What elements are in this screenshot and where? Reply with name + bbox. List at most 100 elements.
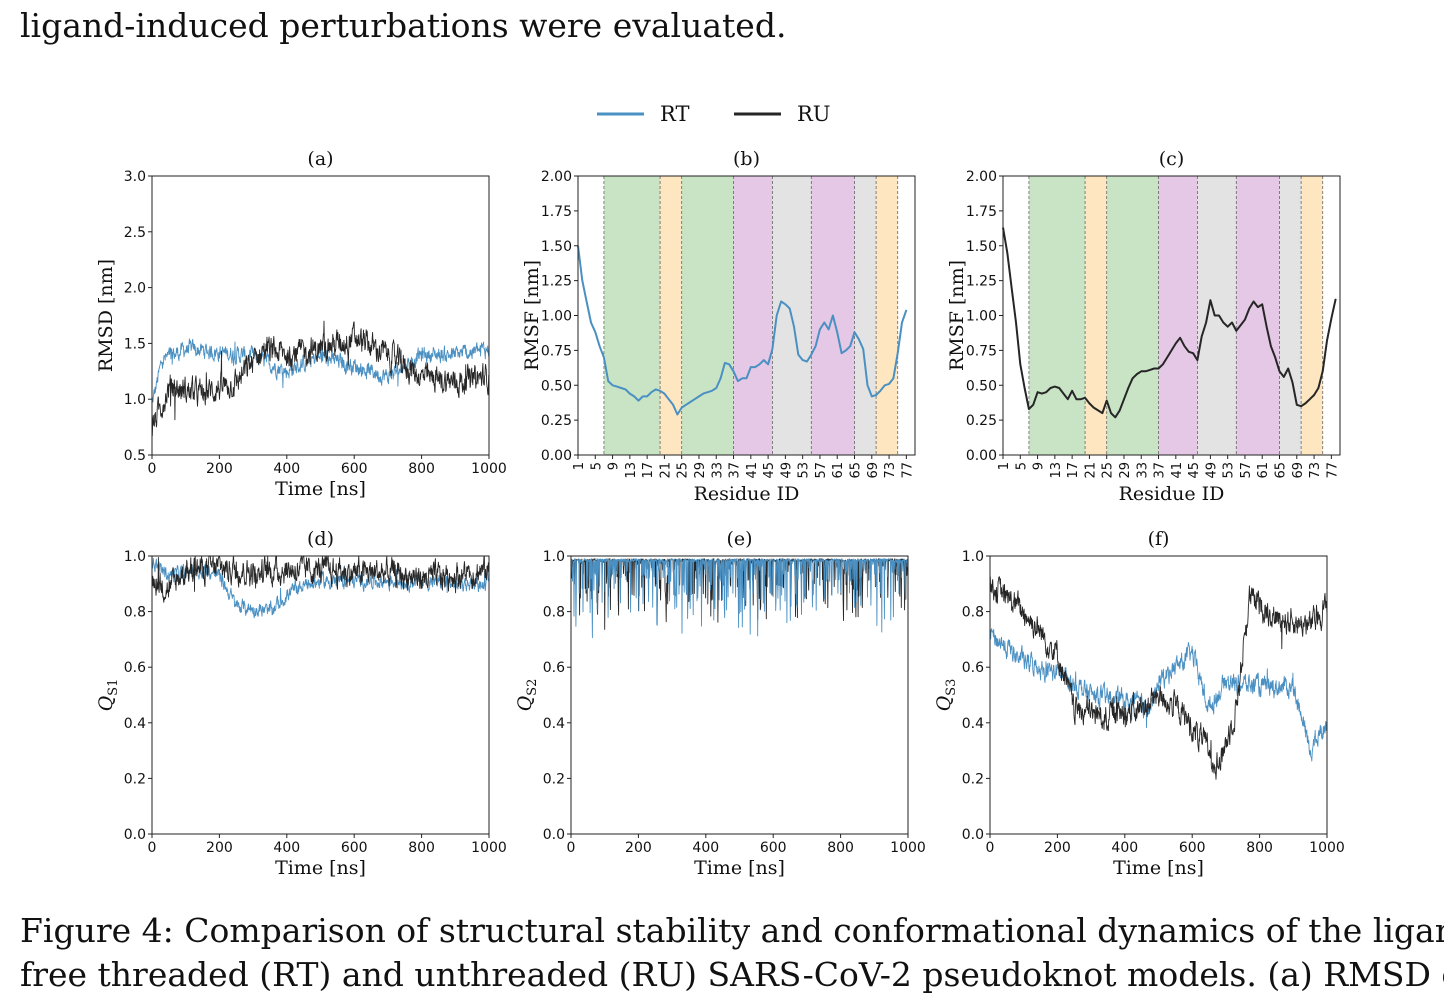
y-tick-label: 1.00 (541, 309, 572, 325)
series-line-rt (151, 338, 490, 403)
region-band-orange (660, 176, 682, 455)
y-tick-label: 0.6 (543, 660, 565, 676)
y-tick-label: 0.4 (962, 716, 984, 732)
panel-f: 0.0 0.2 0.4 0.6 0.8 1.0 0 200 400 600 800 1000 (f) Ti… (933, 528, 1345, 879)
region-band-orange (1301, 176, 1323, 455)
x-tick-label: 25 (676, 462, 691, 479)
panel-title: (a) (307, 148, 333, 170)
plot-frame (989, 555, 1328, 835)
y-tick-label: 1.00 (966, 309, 997, 325)
x-tick-label: 41 (745, 462, 760, 479)
x-tick-label: 61 (831, 462, 846, 479)
x-tick-label: 200 (206, 461, 233, 477)
x-tick-label: 73 (883, 462, 898, 479)
x-tick-label: 53 (797, 462, 812, 479)
panel-e: 0.0 0.2 0.4 0.6 0.8 1.0 0 200 400 600 800 1000 (e) Ti… (514, 528, 926, 879)
legend: RT RU (597, 102, 831, 126)
y-axis-label: RMSD [nm] (95, 259, 117, 372)
y-tick-label: 0.25 (541, 413, 572, 429)
y-tick-label: 1.0 (124, 392, 146, 408)
y-tick-label: 1.0 (543, 549, 565, 565)
x-tick-label: 400 (273, 461, 300, 477)
y-tick-label: 0.50 (966, 378, 997, 394)
x-tick-label: 600 (341, 461, 368, 477)
x-tick-label: 800 (408, 461, 435, 477)
y-tick-label: 2.00 (541, 169, 572, 185)
panel-title: (e) (726, 528, 752, 550)
y-axis: 0.0 0.2 0.4 0.6 0.8 1.0 (962, 549, 990, 843)
region-band-purple (1158, 176, 1198, 455)
y-tick-label: 0.00 (541, 448, 572, 464)
y-axis-label: QS3 (933, 679, 959, 712)
x-tick-label: 200 (1044, 840, 1071, 856)
panel-b: 0.000.250.500.751.001.251.501.752.001 5 9 1… (521, 148, 916, 505)
x-tick-label: 1000 (471, 840, 507, 856)
y-axis-label: QS1 (95, 679, 121, 712)
y-tick-label: 0.0 (962, 827, 984, 843)
y-tick-label: 0.8 (543, 605, 565, 621)
y-tick-label: 0.6 (124, 660, 146, 676)
x-tick-label: 13 (1049, 462, 1064, 479)
x-tick-label: 29 (1118, 462, 1133, 479)
x-tick-label: 45 (1187, 462, 1202, 479)
x-tick-label: 800 (1246, 840, 1273, 856)
plot-frame (570, 555, 909, 835)
y-tick-label: 0.6 (962, 660, 984, 676)
x-tick-label: 33 (710, 462, 725, 479)
x-tick-label: 53 (1222, 462, 1237, 479)
region-band-gray (1279, 176, 1302, 455)
x-tick-label: 0 (567, 840, 576, 856)
figure-4: RT RU 0.51.01.52.02.53.00 200 400 600 800 1000… (95, 102, 1345, 879)
region-bands (1028, 176, 1324, 455)
series-line-ru (151, 555, 490, 603)
region-band-purple (1236, 176, 1280, 455)
x-tick-label: 69 (866, 462, 881, 479)
region-band-gray (854, 176, 877, 455)
x-axis-label: Time [ns] (275, 478, 366, 500)
region-band-green (603, 176, 661, 455)
region-band-orange (876, 176, 898, 455)
x-tick-label: 37 (1153, 462, 1168, 479)
x-tick-label: 600 (341, 840, 368, 856)
legend-label-rt: RT (660, 102, 689, 126)
y-tick-label: 1.75 (966, 204, 997, 220)
y-tick-label: 0.25 (966, 413, 997, 429)
figure-caption-line2: free threaded (RT) and unthreaded (RU) S… (20, 955, 1444, 994)
region-band-green (681, 176, 734, 455)
x-tick-label: 61 (1256, 462, 1271, 479)
y-axis: 0.0 0.2 0.4 0.6 0.8 1.0 (543, 549, 571, 843)
x-axis: 0 200 400 600 800 1000 (148, 455, 507, 477)
x-tick-label: 0 (986, 840, 995, 856)
series-line-rt (570, 558, 909, 639)
y-tick-label: 1.50 (966, 239, 997, 255)
series-line-rt (989, 628, 1328, 762)
y-tick-label: 3.0 (124, 169, 146, 185)
y-tick-label: 0.75 (966, 343, 997, 359)
y-axis-label: RMSF [nm] (946, 260, 968, 371)
x-tick-label: 37 (728, 462, 743, 479)
x-tick-label: 1 (997, 462, 1012, 470)
x-axis-label: Time [ns] (694, 857, 785, 879)
y-axis-label: QS2 (514, 679, 540, 712)
x-tick-label: 800 (827, 840, 854, 856)
x-axis: 0 200 400 600 800 1000 (986, 834, 1345, 856)
x-tick-label: 25 (1101, 462, 1116, 479)
panel-title: (b) (733, 148, 760, 170)
y-tick-label: 0.75 (541, 343, 572, 359)
panel-title: (c) (1159, 148, 1184, 170)
x-tick-label: 49 (779, 462, 794, 479)
x-tick-label: 21 (1083, 462, 1098, 479)
x-tick-label: 17 (641, 462, 656, 479)
y-tick-label: 0.2 (543, 771, 565, 787)
x-tick-label: 0 (148, 840, 157, 856)
y-tick-label: 1.75 (541, 204, 572, 220)
x-tick-label: 45 (762, 462, 777, 479)
y-tick-label: 0.0 (124, 827, 146, 843)
legend-label-ru: RU (797, 102, 831, 126)
x-tick-label: 77 (900, 462, 915, 479)
x-axis-label: Residue ID (694, 483, 800, 505)
x-tick-label: 600 (760, 840, 787, 856)
y-tick-label: 2.5 (124, 225, 146, 241)
panel-c: 0.000.250.500.751.001.251.501.752.001 5 9 1… (946, 148, 1341, 505)
x-axis: 0 200 400 600 800 1000 (567, 834, 926, 856)
